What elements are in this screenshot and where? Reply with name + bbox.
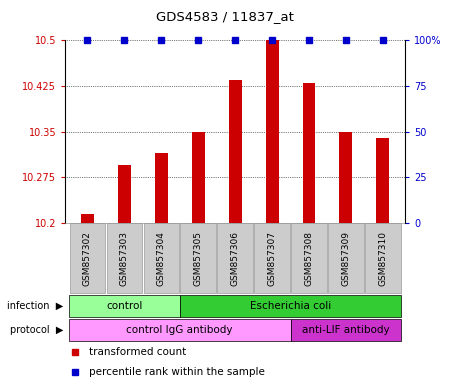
Bar	[217, 223, 253, 293]
Text: transformed count: transformed count	[89, 347, 186, 357]
Bar	[266, 40, 279, 223]
Bar	[155, 153, 168, 223]
Text: Escherichia coli: Escherichia coli	[250, 301, 331, 311]
Bar	[291, 223, 327, 293]
Bar	[70, 223, 105, 293]
Text: GSM857306: GSM857306	[230, 231, 239, 286]
Text: GSM857308: GSM857308	[305, 231, 314, 286]
Text: control: control	[106, 301, 143, 311]
Bar	[144, 223, 179, 293]
Bar	[107, 223, 142, 293]
Bar	[81, 214, 94, 223]
Text: GSM857310: GSM857310	[378, 231, 387, 286]
Text: GSM857302: GSM857302	[83, 231, 92, 286]
Text: infection  ▶: infection ▶	[7, 301, 63, 311]
Bar	[376, 137, 389, 223]
Text: anti-LIF antibody: anti-LIF antibody	[302, 325, 390, 335]
Bar	[328, 223, 364, 293]
Text: GSM857309: GSM857309	[342, 231, 351, 286]
Text: GDS4583 / 11837_at: GDS4583 / 11837_at	[156, 10, 294, 23]
Bar	[302, 83, 315, 223]
Bar	[180, 223, 216, 293]
Bar	[229, 80, 242, 223]
Text: protocol  ▶: protocol ▶	[9, 325, 63, 335]
Bar	[365, 223, 400, 293]
Bar	[118, 165, 131, 223]
Bar	[69, 295, 180, 317]
Bar	[180, 295, 401, 317]
Bar	[339, 131, 352, 223]
Text: GSM857307: GSM857307	[268, 231, 277, 286]
Text: control IgG antibody: control IgG antibody	[126, 325, 233, 335]
Text: GSM857304: GSM857304	[157, 231, 166, 286]
Bar	[69, 319, 291, 341]
Text: GSM857305: GSM857305	[194, 231, 202, 286]
Text: GSM857303: GSM857303	[120, 231, 129, 286]
Bar	[192, 131, 205, 223]
Bar	[291, 319, 401, 341]
Bar	[254, 223, 290, 293]
Text: percentile rank within the sample: percentile rank within the sample	[89, 367, 265, 377]
